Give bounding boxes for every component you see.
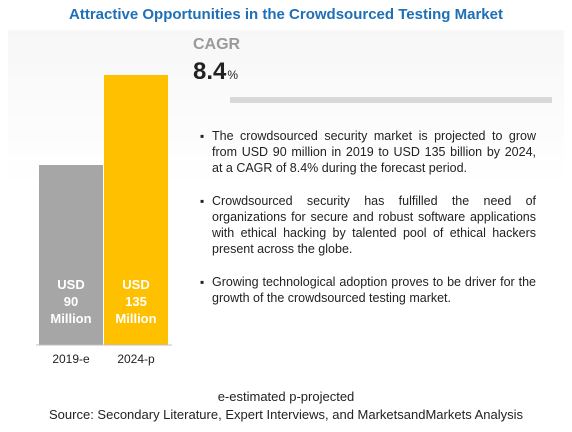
bar-value-label: 135 — [125, 294, 147, 309]
bar-2024-p — [104, 75, 168, 345]
cagr-unit: % — [227, 68, 239, 82]
bullet-point: Crowdsourced security has fulfilled the … — [200, 193, 536, 257]
cagr-label: CAGR — [193, 36, 241, 53]
bar-value-label: Million — [50, 311, 91, 326]
cagr-number: 8.4 — [193, 58, 227, 85]
bar-value-label: USD — [57, 277, 84, 292]
key-points: The crowdsourced security market is proj… — [200, 128, 536, 323]
footnote: e-estimated p-projected — [217, 389, 355, 404]
cagr-divider — [230, 97, 552, 103]
source-note: Source: Secondary Literature, Expert Int… — [49, 407, 523, 422]
cagr-value: 8.4% — [193, 58, 238, 86]
category-label: 2019-e — [52, 352, 90, 366]
bullet-point: Growing technological adoption proves to… — [200, 274, 536, 306]
bar-value-label: Million — [115, 311, 156, 326]
bullet-point: The crowdsourced security market is proj… — [200, 128, 536, 176]
bar-value-label: 90 — [64, 294, 78, 309]
bar-value-label: USD — [122, 277, 149, 292]
category-label: 2024-p — [117, 352, 155, 366]
bar-2019-e — [39, 165, 103, 345]
chart-title: Attractive Opportunities in the Crowdsou… — [69, 6, 503, 23]
